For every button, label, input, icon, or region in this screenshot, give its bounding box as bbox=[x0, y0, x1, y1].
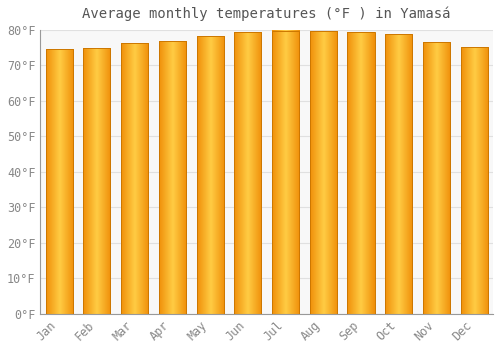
Bar bbox=[460, 47, 488, 314]
Bar bbox=[46, 49, 73, 314]
Bar bbox=[84, 48, 110, 314]
Bar bbox=[385, 34, 412, 314]
Title: Average monthly temperatures (°F ) in Yamasá: Average monthly temperatures (°F ) in Ya… bbox=[82, 7, 451, 21]
Bar bbox=[348, 33, 374, 314]
Bar bbox=[159, 41, 186, 314]
Bar bbox=[121, 43, 148, 314]
Bar bbox=[310, 32, 337, 314]
Bar bbox=[196, 36, 224, 314]
Bar bbox=[272, 30, 299, 314]
Bar bbox=[423, 42, 450, 314]
Bar bbox=[234, 32, 262, 314]
